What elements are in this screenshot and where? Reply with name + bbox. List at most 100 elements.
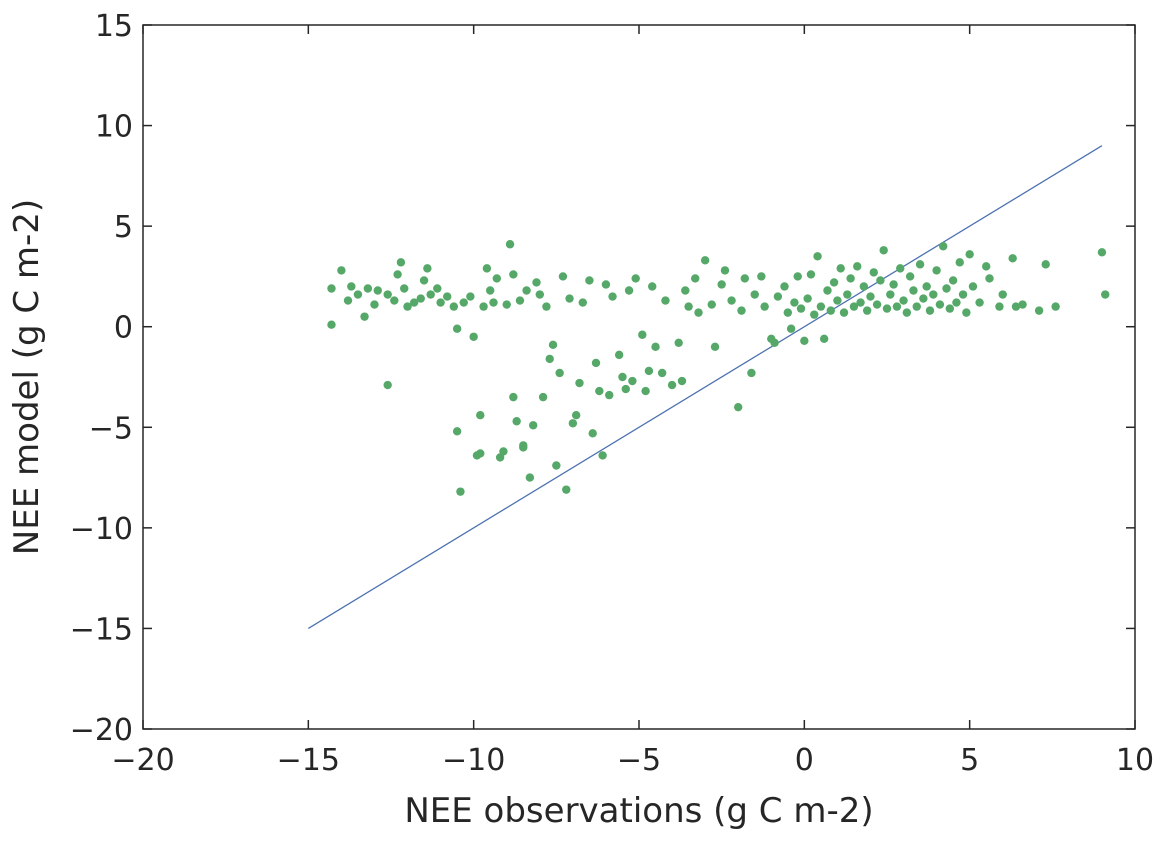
data-point [482, 264, 492, 273]
data-point [952, 298, 961, 307]
data-point [370, 300, 379, 309]
data-point [403, 302, 412, 311]
axes-frame [142, 24, 1136, 730]
data-point [681, 286, 690, 295]
data-point [608, 292, 617, 301]
data-point [968, 282, 978, 291]
data-point [449, 302, 459, 311]
data-point [648, 282, 657, 291]
y-axis-title: NEE model (g C m-2) [7, 199, 47, 555]
data-point [373, 286, 382, 295]
data-point [644, 366, 654, 376]
data-point [882, 304, 892, 313]
data-point [677, 376, 687, 386]
y-tick-label: 0 [114, 311, 133, 346]
data-point [691, 274, 700, 283]
data-point [674, 338, 683, 348]
data-point [707, 300, 716, 309]
data-point [552, 461, 561, 470]
data-point [694, 308, 703, 317]
data-point [578, 298, 587, 307]
data-point [1101, 290, 1110, 299]
y-tick-label: 10 [95, 110, 133, 145]
data-point [591, 358, 601, 368]
y-tick-label: −10 [70, 512, 133, 547]
data-point [638, 330, 647, 339]
data-point [829, 278, 839, 287]
data-point [862, 306, 872, 315]
data-point [542, 302, 551, 311]
data-point [945, 304, 955, 313]
data-point [796, 304, 806, 313]
data-point [819, 334, 829, 343]
data-point [790, 298, 799, 307]
data-point [889, 280, 898, 289]
data-point [929, 290, 938, 299]
data-point [786, 324, 796, 333]
data-point [849, 302, 859, 311]
data-point [783, 308, 792, 317]
data-point [823, 286, 832, 295]
data-point [836, 264, 845, 273]
y-tick-label: −5 [89, 411, 133, 446]
data-point [568, 419, 578, 428]
data-point [747, 368, 756, 378]
data-point [555, 368, 564, 378]
data-point [948, 276, 958, 285]
data-point [886, 290, 895, 299]
data-point [443, 292, 452, 301]
data-point [618, 372, 627, 382]
data-point [876, 276, 885, 285]
data-point [909, 286, 918, 295]
data-point [734, 402, 743, 412]
data-point [628, 376, 637, 386]
data-point [750, 290, 759, 299]
data-point [575, 378, 584, 388]
x-tick-label: −5 [617, 743, 661, 778]
data-point [538, 392, 548, 402]
data-point [717, 280, 726, 289]
data-point [1018, 300, 1027, 309]
data-point [535, 290, 544, 299]
data-point [995, 302, 1004, 311]
data-point [915, 260, 925, 269]
data-point [528, 421, 538, 430]
data-point [826, 306, 835, 315]
data-point [843, 290, 852, 299]
data-point [896, 264, 905, 273]
data-point [479, 302, 488, 311]
data-point [492, 274, 502, 283]
data-point [773, 292, 783, 301]
data-point [396, 258, 406, 267]
data-point [522, 286, 531, 295]
data-point [476, 449, 485, 458]
data-point [833, 296, 842, 305]
data-point [614, 350, 624, 360]
data-point [436, 298, 445, 307]
data-point [400, 284, 409, 293]
data-point [595, 386, 604, 396]
data-point [853, 262, 862, 271]
data-point [803, 294, 812, 303]
x-tick-label: 5 [960, 743, 979, 778]
data-point [1034, 306, 1044, 315]
x-tick-label: 10 [1116, 743, 1154, 778]
x-tick-label: −10 [442, 743, 505, 778]
data-point [757, 272, 766, 281]
data-point [925, 306, 935, 315]
data-point [651, 342, 660, 352]
data-point [839, 308, 849, 317]
data-point [793, 272, 802, 281]
data-points [327, 240, 1110, 496]
data-point [512, 417, 521, 426]
data-point [816, 302, 826, 311]
data-point [598, 451, 607, 460]
data-point [585, 276, 594, 285]
data-point [932, 266, 941, 275]
data-point [545, 354, 554, 364]
tick-labels: −20 −15 −10 −5 0 5 10 −20 −15 −10 −5 0 5 10 15 [70, 9, 1154, 778]
data-point [353, 290, 363, 299]
data-point [605, 390, 614, 400]
x-axis-title: NEE observations (g C m-2) [404, 791, 873, 831]
